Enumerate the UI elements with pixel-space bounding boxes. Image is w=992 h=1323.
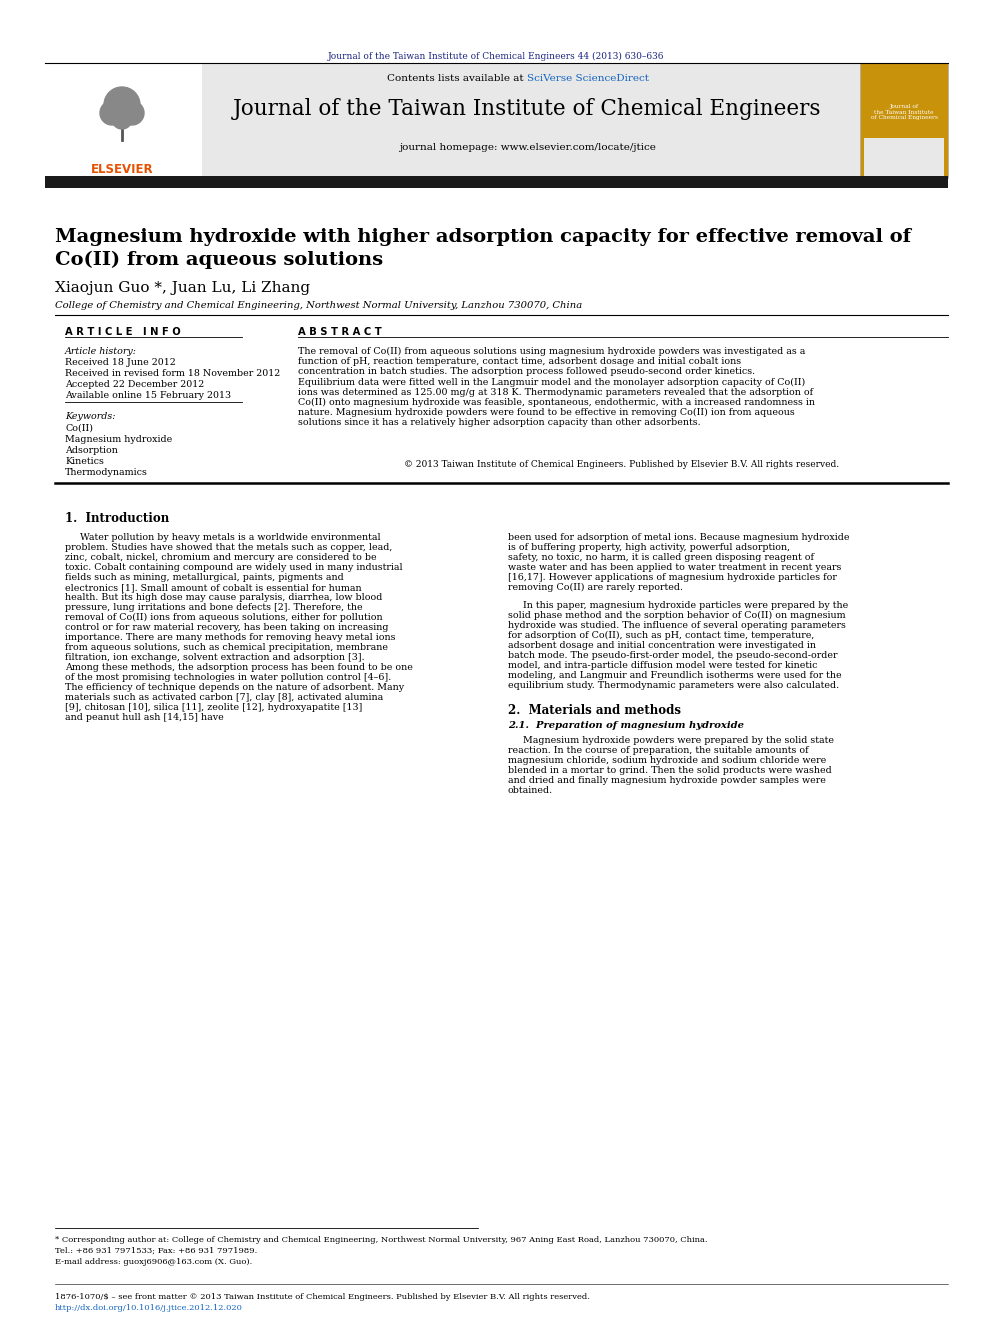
Text: ELSEVIER: ELSEVIER: [90, 163, 154, 176]
Text: Received in revised form 18 November 2012: Received in revised form 18 November 201…: [65, 369, 281, 378]
Text: equilibrium study. Thermodynamic parameters were also calculated.: equilibrium study. Thermodynamic paramet…: [508, 681, 839, 691]
Bar: [45, 176, 948, 188]
Text: Thermodynamics: Thermodynamics: [65, 468, 148, 478]
Text: The removal of Co(II) from aqueous solutions using magnesium hydroxide powders w: The removal of Co(II) from aqueous solut…: [298, 347, 806, 356]
Text: filtration, ion exchange, solvent extraction and adsorption [3].: filtration, ion exchange, solvent extrac…: [65, 654, 365, 662]
Text: removing Co(II) are rarely reported.: removing Co(II) are rarely reported.: [508, 583, 683, 593]
Text: been used for adsorption of metal ions. Because magnesium hydroxide: been used for adsorption of metal ions. …: [508, 533, 849, 542]
Text: Article history:: Article history:: [65, 347, 137, 356]
Text: * Corresponding author at: College of Chemistry and Chemical Engineering, Northw: * Corresponding author at: College of Ch…: [55, 1236, 707, 1244]
Text: solid phase method and the sorption behavior of Co(II) on magnesium: solid phase method and the sorption beha…: [508, 611, 845, 620]
Bar: [864, 138, 944, 179]
Text: health. But its high dose may cause paralysis, diarrhea, low blood: health. But its high dose may cause para…: [65, 593, 382, 602]
Text: materials such as activated carbon [7], clay [8], activated alumina: materials such as activated carbon [7], …: [65, 693, 383, 703]
Text: 1876-1070/$ – see front matter © 2013 Taiwan Institute of Chemical Engineers. Pu: 1876-1070/$ – see front matter © 2013 Ta…: [55, 1293, 590, 1301]
Text: 2.1.  Preparation of magnesium hydroxide: 2.1. Preparation of magnesium hydroxide: [508, 721, 744, 730]
Text: Co(II) onto magnesium hydroxide was feasible, spontaneous, endothermic, with a i: Co(II) onto magnesium hydroxide was feas…: [298, 398, 815, 407]
Text: SciVerse ScienceDirect: SciVerse ScienceDirect: [527, 74, 649, 83]
Text: toxic. Cobalt containing compound are widely used in many industrial: toxic. Cobalt containing compound are wi…: [65, 564, 403, 572]
Text: Available online 15 February 2013: Available online 15 February 2013: [65, 392, 231, 400]
Text: solutions since it has a relatively higher adsorption capacity than other adsorb: solutions since it has a relatively high…: [298, 418, 700, 427]
Circle shape: [120, 101, 144, 124]
Circle shape: [100, 101, 124, 124]
Text: journal homepage: www.elsevier.com/locate/jtice: journal homepage: www.elsevier.com/locat…: [399, 143, 656, 152]
Circle shape: [112, 108, 132, 130]
Text: http://dx.doi.org/10.1016/j.jtice.2012.12.020: http://dx.doi.org/10.1016/j.jtice.2012.1…: [55, 1304, 243, 1312]
Text: © 2013 Taiwan Institute of Chemical Engineers. Published by Elsevier B.V. All ri: © 2013 Taiwan Institute of Chemical Engi…: [405, 460, 839, 468]
Bar: [860, 64, 948, 179]
Text: safety, no toxic, no harm, it is called green disposing reagent of: safety, no toxic, no harm, it is called …: [508, 553, 814, 562]
Text: problem. Studies have showed that the metals such as copper, lead,: problem. Studies have showed that the me…: [65, 542, 393, 552]
Text: Kinetics: Kinetics: [65, 456, 104, 466]
Text: A R T I C L E   I N F O: A R T I C L E I N F O: [65, 327, 181, 337]
Text: A B S T R A C T: A B S T R A C T: [298, 327, 382, 337]
Text: Xiaojun Guo *, Juan Lu, Li Zhang: Xiaojun Guo *, Juan Lu, Li Zhang: [55, 280, 310, 295]
Text: concentration in batch studies. The adsorption process followed pseudo-second or: concentration in batch studies. The adso…: [298, 368, 755, 377]
Text: Journal of the Taiwan Institute of Chemical Engineers 44 (2013) 630–636: Journal of the Taiwan Institute of Chemi…: [327, 52, 665, 61]
Text: Equilibrium data were fitted well in the Langmuir model and the monolayer adsorp: Equilibrium data were fitted well in the…: [298, 377, 806, 386]
Text: Received 18 June 2012: Received 18 June 2012: [65, 359, 176, 366]
Text: 2.  Materials and methods: 2. Materials and methods: [508, 704, 681, 717]
Text: [9], chitosan [10], silica [11], zeolite [12], hydroxyapatite [13]: [9], chitosan [10], silica [11], zeolite…: [65, 703, 362, 712]
Text: batch mode. The pseudo-first-order model, the pseudo-second-order: batch mode. The pseudo-first-order model…: [508, 651, 837, 660]
Text: zinc, cobalt, nickel, chromium and mercury are considered to be: zinc, cobalt, nickel, chromium and mercu…: [65, 553, 377, 562]
Text: Magnesium hydroxide: Magnesium hydroxide: [65, 435, 173, 445]
Text: College of Chemistry and Chemical Engineering, Northwest Normal University, Lanz: College of Chemistry and Chemical Engine…: [55, 302, 582, 310]
Text: pressure, lung irritations and bone defects [2]. Therefore, the: pressure, lung irritations and bone defe…: [65, 603, 363, 613]
Text: hydroxide was studied. The influence of several operating parameters: hydroxide was studied. The influence of …: [508, 620, 846, 630]
Text: The efficiency of technique depends on the nature of adsorbent. Many: The efficiency of technique depends on t…: [65, 683, 404, 692]
Text: obtained.: obtained.: [508, 786, 554, 795]
Text: waste water and has been applied to water treatment in recent years: waste water and has been applied to wate…: [508, 564, 841, 572]
Text: Adsorption: Adsorption: [65, 446, 118, 455]
Text: Water pollution by heavy metals is a worldwide environmental: Water pollution by heavy metals is a wor…: [80, 533, 381, 542]
Text: Among these methods, the adsorption process has been found to be one: Among these methods, the adsorption proc…: [65, 663, 413, 672]
Text: In this paper, magnesium hydroxide particles were prepared by the: In this paper, magnesium hydroxide parti…: [523, 601, 848, 610]
Text: Accepted 22 December 2012: Accepted 22 December 2012: [65, 380, 204, 389]
Text: model, and intra-particle diffusion model were tested for kinetic: model, and intra-particle diffusion mode…: [508, 662, 817, 669]
Text: Contents lists available at: Contents lists available at: [387, 74, 527, 83]
Text: importance. There are many methods for removing heavy metal ions: importance. There are many methods for r…: [65, 632, 396, 642]
Text: modeling, and Langmuir and Freundlich isotherms were used for the: modeling, and Langmuir and Freundlich is…: [508, 671, 841, 680]
Text: electronics [1]. Small amount of cobalt is essential for human: electronics [1]. Small amount of cobalt …: [65, 583, 362, 591]
Text: Journal of
the Taiwan Institute
of Chemical Engineers: Journal of the Taiwan Institute of Chemi…: [871, 103, 937, 120]
Text: E-mail address: guoxj6906@163.com (X. Guo).: E-mail address: guoxj6906@163.com (X. Gu…: [55, 1258, 252, 1266]
Text: is of buffering property, high activity, powerful adsorption,: is of buffering property, high activity,…: [508, 542, 790, 552]
Text: [16,17]. However applications of magnesium hydroxide particles for: [16,17]. However applications of magnesi…: [508, 573, 837, 582]
Text: reaction. In the course of preparation, the suitable amounts of: reaction. In the course of preparation, …: [508, 746, 808, 755]
Text: nature. Magnesium hydroxide powders were found to be effective in removing Co(II: nature. Magnesium hydroxide powders were…: [298, 409, 795, 417]
Text: of the most promising technologies in water pollution control [4–6].: of the most promising technologies in wa…: [65, 673, 391, 681]
Text: blended in a mortar to grind. Then the solid products were washed: blended in a mortar to grind. Then the s…: [508, 766, 831, 775]
Text: and dried and finally magnesium hydroxide powder samples were: and dried and finally magnesium hydroxid…: [508, 777, 826, 785]
Text: Magnesium hydroxide with higher adsorption capacity for effective removal of: Magnesium hydroxide with higher adsorpti…: [55, 228, 911, 246]
Bar: [45, 64, 202, 179]
Text: Tel.: +86 931 7971533; Fax: +86 931 7971989.: Tel.: +86 931 7971533; Fax: +86 931 7971…: [55, 1248, 257, 1256]
Text: function of pH, reaction temperature, contact time, adsorbent dosage and initial: function of pH, reaction temperature, co…: [298, 357, 741, 366]
Text: 1.  Introduction: 1. Introduction: [65, 512, 170, 525]
Text: and peanut hull ash [14,15] have: and peanut hull ash [14,15] have: [65, 713, 224, 722]
Circle shape: [104, 87, 140, 123]
Text: control or for raw material recovery, has been taking on increasing: control or for raw material recovery, ha…: [65, 623, 389, 632]
Text: ions was determined as 125.00 mg/g at 318 K. Thermodynamic parameters revealed t: ions was determined as 125.00 mg/g at 31…: [298, 388, 813, 397]
Text: removal of Co(II) ions from aqueous solutions, either for pollution: removal of Co(II) ions from aqueous solu…: [65, 613, 383, 622]
Text: Magnesium hydroxide powders were prepared by the solid state: Magnesium hydroxide powders were prepare…: [523, 736, 834, 745]
Bar: [45, 64, 948, 179]
Text: for adsorption of Co(II), such as pH, contact time, temperature,: for adsorption of Co(II), such as pH, co…: [508, 631, 814, 640]
Text: from aqueous solutions, such as chemical precipitation, membrane: from aqueous solutions, such as chemical…: [65, 643, 388, 652]
Text: adsorbent dosage and initial concentration were investigated in: adsorbent dosage and initial concentrati…: [508, 642, 816, 650]
Text: magnesium chloride, sodium hydroxide and sodium chloride were: magnesium chloride, sodium hydroxide and…: [508, 755, 826, 765]
Text: Co(II) from aqueous solutions: Co(II) from aqueous solutions: [55, 251, 383, 270]
Text: fields such as mining, metallurgical, paints, pigments and: fields such as mining, metallurgical, pa…: [65, 573, 344, 582]
Text: Co(II): Co(II): [65, 423, 93, 433]
Text: Journal of the Taiwan Institute of Chemical Engineers: Journal of the Taiwan Institute of Chemi…: [233, 98, 821, 120]
Text: Keywords:: Keywords:: [65, 411, 115, 421]
